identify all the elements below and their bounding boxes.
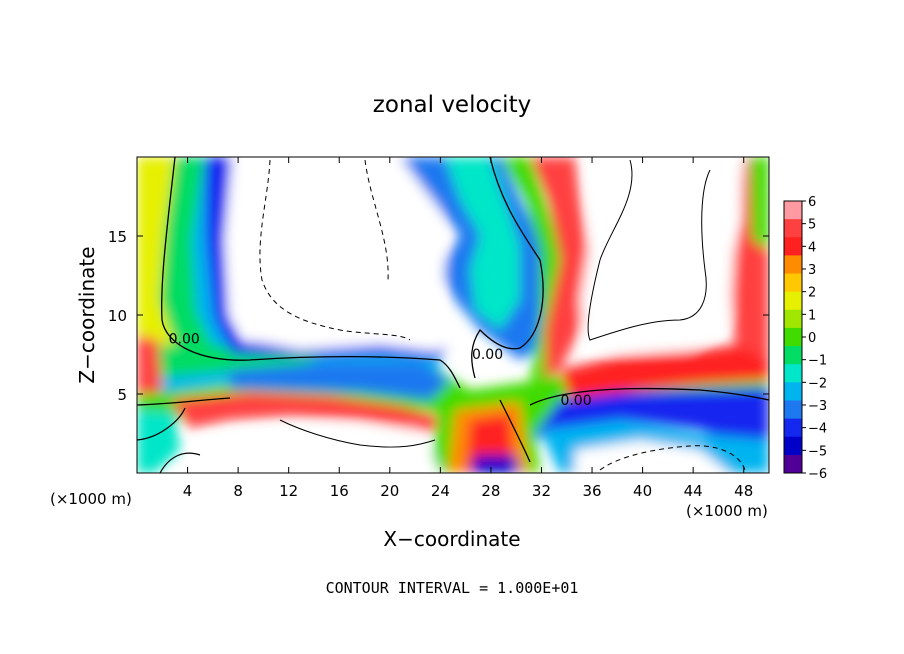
dashed-contour-bottom-right [599,445,746,471]
colorbar-label: −4 [808,422,827,437]
x-tick-label: 48 [734,482,753,500]
contour-label: 0.00 [169,331,200,347]
lower-jet-red [170,392,450,432]
colorbar-swatch [784,309,802,329]
colorbar-label: −6 [808,467,827,482]
colorbar-label: 1 [808,308,816,323]
colorbar-label: −2 [808,376,827,391]
colorbar-swatch [784,382,802,401]
central-jet-cyan [445,157,520,330]
x-unit-left: (×1000 m) [50,490,132,508]
x-tick-label: 8 [233,482,243,500]
colorbar-swatch [784,436,802,456]
contour-label: 0.00 [472,347,503,363]
right-edge-green [750,157,769,250]
colorbar-swatch [784,327,802,347]
colorbar-swatch [784,291,802,311]
colorbar-swatch [784,255,802,275]
colorbar: 6 5 4 3 2 1 0 −1 −2 −3 −4 −5 −6 [783,195,827,482]
colorbar-swatch [784,201,802,220]
lower-left-cyan [137,410,180,473]
colorbar-swatch [784,400,802,420]
colorbar-swatch [784,364,802,383]
colorbar-swatch [784,346,802,365]
left-jet-inner [137,157,175,348]
white-region-2 [580,157,745,352]
contour-interval-footer: CONTOUR INTERVAL = 1.000E+01 [326,579,579,597]
x-tick-label: 28 [481,482,500,500]
thin-contour-bottom [279,419,436,448]
x-tick-label: 16 [330,482,349,500]
x-tick-label: 24 [431,482,450,500]
colorbar-label: 6 [808,195,816,210]
colorbar-label: 3 [808,263,816,278]
chart-title: zonal velocity [373,92,531,118]
y-axis-label: Z−coordinate [75,246,99,383]
lower-jet-blue [230,362,450,400]
y-tick-label: 15 [108,228,127,246]
colorbar-swatch [784,273,802,293]
y-ticks: 5 10 15 [108,228,769,404]
left-jet-blue-rim [205,157,445,358]
left-edge-orange [137,335,162,400]
left-jet-mid [137,157,330,380]
contour-lines [137,157,769,473]
colorbar-label: −3 [808,399,827,414]
colorbar-label: −5 [808,444,827,459]
x-unit-right: (×1000 m) [686,502,768,520]
colorbar-label: 2 [808,286,816,301]
lower-right-red [560,340,769,400]
white-region-1 [226,157,445,352]
x-tick-label: 44 [684,482,703,500]
colorbar-swatch [784,237,802,256]
y-tick-label: 5 [117,386,127,404]
bottom-blue-patch [470,455,520,473]
thin-contour-right [587,159,711,341]
x-axis-label: X−coordinate [383,527,520,551]
lower-right-blue [530,388,769,446]
colorbar-swatch [784,454,802,474]
contour-label: 0.00 [560,393,591,409]
x-tick-label: 12 [279,482,298,500]
zero-contour-left [161,157,461,389]
x-tick-label: 40 [633,482,652,500]
zero-contour-central [471,157,544,379]
colorbar-label: 0 [808,331,816,346]
plot-area: 0.00 0.00 0.00 [137,157,769,473]
contour-labels: 0.00 0.00 0.00 [169,331,592,409]
x-ticks: 4 8 12 16 20 24 28 32 36 40 44 48 [183,157,753,500]
x-tick-label: 20 [380,482,399,500]
x-tick-label: 36 [582,482,601,500]
white-region-3 [200,425,440,473]
zero-contour-lower [137,387,769,463]
right-red-band [530,157,590,380]
dashed-contour-left [259,159,411,341]
colorbar-label: 4 [808,240,816,255]
x-tick-label: 4 [183,482,193,500]
white-region-4 [575,440,730,473]
colorbar-label: 5 [808,218,816,233]
y-tick-label: 10 [108,307,127,325]
colorbar-label: −1 [808,354,827,369]
colorbar-swatch [784,219,802,238]
colorbar-swatch [784,418,802,438]
zero-contour-lower-left [137,407,201,473]
x-tick-label: 32 [532,482,551,500]
